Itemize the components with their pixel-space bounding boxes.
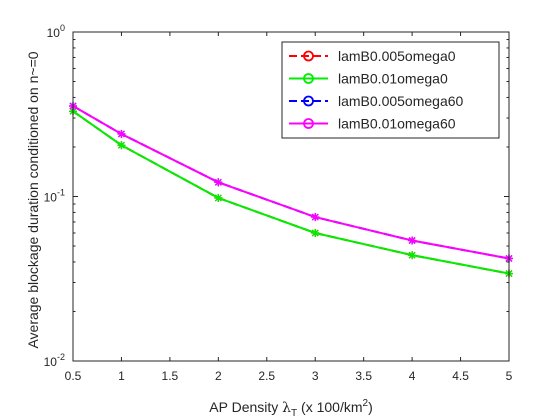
y-tick-label: 100: [47, 23, 65, 40]
x-tick-label: 0.5: [65, 369, 82, 383]
legend: lamB0.005omega0 lamB0.01omega0 lamB0.005om…: [281, 41, 500, 139]
data-point: [311, 213, 320, 222]
x-axis-ticks: 0.5 1 1.5 2 2.5 3 3.5 4 4.5 5: [65, 32, 513, 383]
data-point-stroke: [117, 130, 125, 138]
legend-marker-circle: [303, 50, 314, 62]
x-tick-label: 3.5: [355, 369, 372, 383]
x-tick-label: 2.5: [258, 369, 275, 383]
data-point-stroke: [408, 251, 416, 259]
x-tick-label: 3: [312, 369, 319, 383]
data-point: [214, 178, 223, 187]
legend-item: lamB0.005omega0: [289, 48, 456, 64]
series-lamB0.01omega0: [69, 107, 513, 278]
data-point-stroke: [311, 229, 319, 237]
x-axis-label-superscript: 2: [363, 398, 369, 409]
y-tick-base: 10: [44, 355, 58, 369]
x-axis-label-main: AP Density: [209, 399, 282, 415]
legend-label: lamB0.005omega60: [338, 93, 464, 109]
y-tick-label: 10-1: [44, 188, 65, 205]
y-tick-base: 10: [47, 26, 61, 40]
x-tick-label: 5: [506, 369, 513, 383]
data-point-stroke: [214, 194, 222, 202]
y-tick-base: 10: [44, 191, 58, 205]
series-line: [72, 110, 510, 275]
x-tick-label: 1.5: [162, 369, 179, 383]
x-tick-label: 4.5: [452, 369, 469, 383]
x-tick-label: 1: [118, 369, 125, 383]
legend-label: lamB0.005omega0: [338, 48, 456, 64]
data-point: [408, 236, 417, 245]
x-axis-label-units: (x 100/km: [297, 399, 362, 415]
legend-label: lamB0.01omega60: [338, 116, 456, 132]
data-point: [117, 129, 126, 138]
legend-label: lamB0.01omega0: [338, 71, 448, 87]
data-point-stroke: [311, 213, 319, 221]
data-point-stroke: [214, 178, 222, 186]
x-axis-label-close: ): [368, 399, 373, 415]
legend-marker-circle: [303, 118, 314, 129]
y-tick-exponent: -2: [57, 352, 65, 362]
series-lamB0.01omega60: [69, 101, 513, 263]
legend-item: lamB0.005omega60: [289, 93, 464, 109]
series-line: [72, 105, 510, 260]
x-axis-label-subscript: T: [291, 408, 297, 419]
y-tick-label: 10-2: [44, 352, 65, 369]
data-point: [214, 193, 223, 202]
legend-marker-circle: [303, 95, 314, 107]
legend-marker-circle: [303, 73, 314, 84]
data-point-stroke: [408, 237, 416, 244]
x-axis-label: AP Density λT (x 100/km2): [209, 398, 372, 419]
data-point-stroke: [117, 141, 125, 149]
x-axis-label-lambda: λ: [282, 400, 291, 416]
y-axis-label: Average blockage duration conditioned on…: [25, 51, 41, 348]
data-point: [117, 141, 126, 150]
x-tick-label: 2: [215, 369, 222, 383]
data-point: [408, 251, 417, 260]
y-tick-exponent: -1: [57, 188, 65, 198]
x-tick-label: 4: [409, 369, 416, 383]
legend-item: lamB0.01omega0: [289, 71, 448, 87]
legend-box: [281, 41, 500, 139]
data-point: [311, 228, 320, 237]
legend-item: lamB0.01omega60: [289, 116, 456, 132]
y-tick-exponent: 0: [60, 23, 65, 33]
